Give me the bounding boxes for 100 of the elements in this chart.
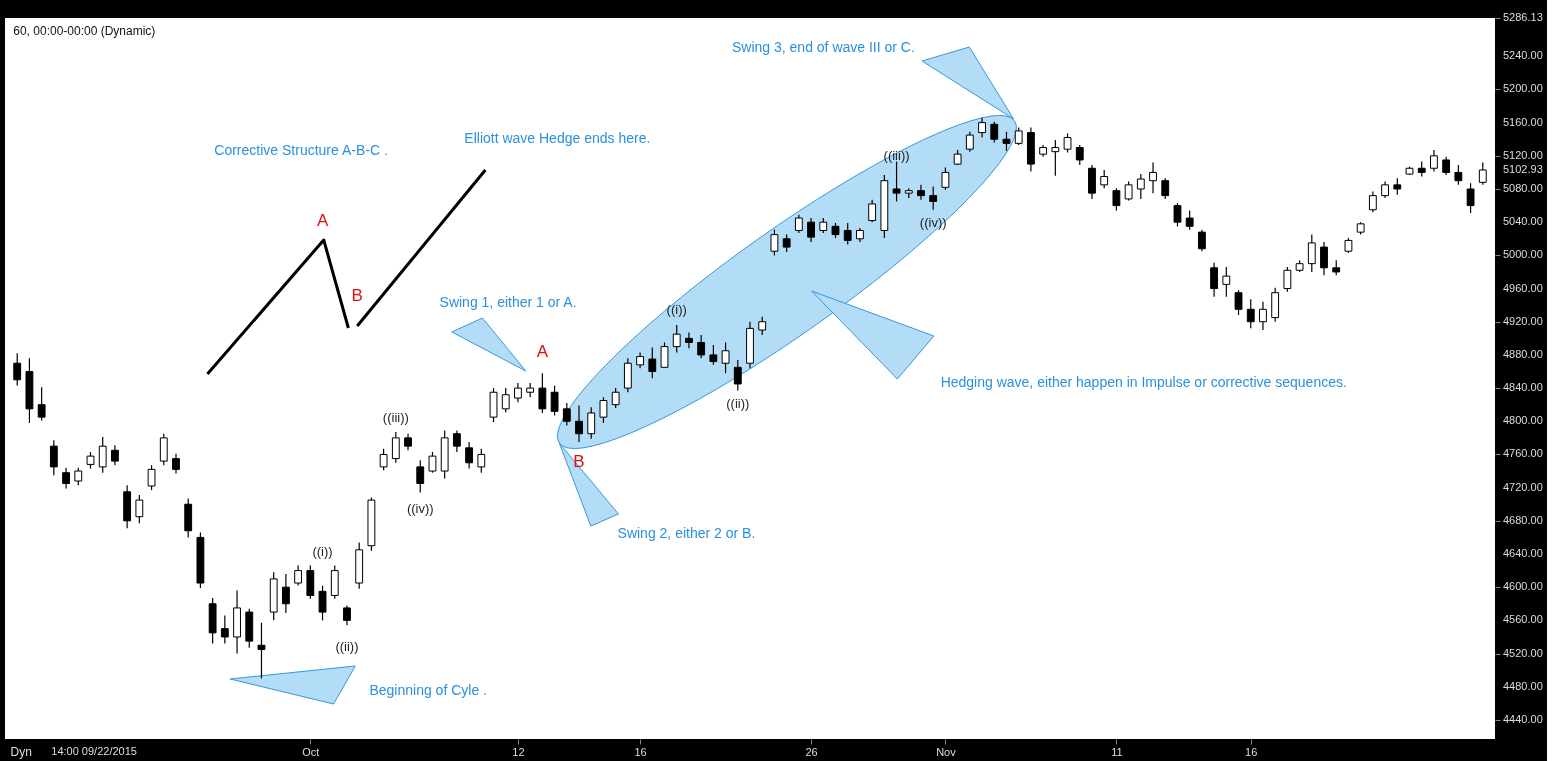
text: Dyn (10, 745, 32, 759)
y-tick-label: 4680.00 (1503, 513, 1543, 526)
candlestick (62, 467, 70, 490)
candlestick (147, 464, 156, 491)
candlestick (391, 431, 400, 464)
candlestick (1063, 132, 1072, 154)
y-tick-label: 4840.00 (1503, 381, 1543, 394)
y-tick-label: 5160.00 (1503, 115, 1543, 128)
candlestick (257, 622, 266, 680)
candlestick (892, 161, 901, 203)
y-tick-label: 4800.00 (1503, 414, 1543, 427)
candlestick (1466, 182, 1475, 214)
candlestick (599, 396, 608, 424)
annotation: B (351, 286, 363, 305)
candlestick (1075, 144, 1084, 166)
annotation: ((iii)) (883, 148, 910, 163)
candlestick (49, 439, 58, 476)
candlestick (172, 453, 180, 475)
candlestick (794, 214, 803, 234)
candlestick (965, 131, 974, 153)
x-tick-label: 11 (1111, 745, 1123, 758)
candlestick (452, 429, 461, 453)
candlestick (1478, 161, 1487, 186)
candlestick (587, 406, 596, 440)
candlestick (575, 404, 583, 443)
annotation: Swing 1, either 1 or A. (439, 294, 577, 310)
y-tick-label: 5200.00 (1503, 82, 1543, 95)
y-tick-label: 4520.00 (1503, 646, 1543, 659)
annotation: Hedging wave, either happen in Impulse or corrective sequences. (940, 374, 1347, 390)
candlestick (721, 341, 730, 374)
candlestick (733, 359, 742, 392)
annotation: Elliott wave Hedge ends here. (464, 130, 651, 146)
y-tick-label: 5040.00 (1503, 215, 1543, 228)
candlestick (1246, 298, 1255, 329)
candlestick (465, 441, 474, 470)
candlestick (697, 334, 706, 359)
candlestick (770, 229, 779, 256)
x-tick-label: 12 (512, 745, 525, 758)
text: 14:00 09/22/2015 (51, 745, 137, 757)
y-tick-label: 4920.00 (1503, 314, 1543, 327)
candlestick (1100, 169, 1109, 189)
candlestick (37, 386, 46, 422)
y-tick-label: 5080.00 (1503, 182, 1543, 194)
annotation: ((iv)) (406, 501, 434, 516)
candlestick (1442, 156, 1451, 176)
x-tick-label: 16 (1245, 745, 1258, 758)
y-tick-label: 5102.93 (1503, 162, 1543, 175)
y-tick-label: 5120.00 (1503, 148, 1543, 161)
x-tick-label: Oct (302, 745, 320, 758)
annotation: ((iv)) (919, 215, 947, 230)
candlestick (294, 565, 303, 587)
candlestick (514, 382, 522, 403)
annotation: ((i)) (312, 544, 333, 559)
candlestick (685, 331, 693, 349)
annotation: A (536, 342, 549, 361)
candlestick (379, 448, 388, 471)
y-tick-label: 4960.00 (1503, 281, 1543, 294)
candlestick (1149, 161, 1157, 194)
y-tick-label: 4640.00 (1503, 547, 1543, 560)
candlestick (843, 222, 852, 246)
annotation: A (317, 211, 330, 230)
candlestick (1197, 229, 1206, 252)
candlestick (1283, 266, 1292, 293)
y-tick-label: 4440.00 (1503, 712, 1543, 725)
candlestick (1210, 262, 1219, 298)
candlestick (98, 436, 107, 474)
annotation: ((i)) (666, 302, 687, 317)
y-tick-label: 4880.00 (1503, 347, 1543, 360)
candlestick (13, 352, 22, 387)
y-tick-label: 4480.00 (1503, 679, 1543, 692)
candlestick (1234, 289, 1243, 316)
candlestick (550, 385, 559, 417)
y-tick-label: 4600.00 (1503, 580, 1543, 593)
candlestick (1259, 301, 1267, 331)
candlestick (1368, 190, 1377, 213)
annotation: Swing 3, end of wave III or C. (731, 39, 915, 55)
candlestick (1185, 209, 1194, 231)
candlestick (672, 324, 681, 354)
candlestick (220, 614, 229, 645)
candlestick (1051, 139, 1060, 177)
candlestick (1002, 131, 1011, 152)
candlestick (416, 459, 425, 494)
candlestick (538, 372, 547, 414)
candlestick (758, 316, 767, 336)
text: 60, 00:00-00:00 (Dynamic) (13, 24, 156, 38)
candlestick (660, 341, 669, 368)
candlestick (111, 444, 119, 466)
y-tick-label: 4560.00 (1503, 613, 1543, 626)
annotation: ((ii)) (335, 639, 359, 654)
annotation: B (573, 452, 585, 471)
candlestick (1307, 234, 1316, 273)
candlestick (1173, 202, 1182, 227)
candlestick (318, 584, 327, 621)
candlestick (978, 117, 986, 139)
candlestick (917, 184, 925, 201)
candlestick (562, 402, 571, 427)
y-tick-label: 5286.13 (1503, 11, 1543, 23)
candlestick (709, 344, 718, 366)
y-tick-label: 4720.00 (1503, 480, 1543, 493)
annotation: Beginning of Cyle . (369, 682, 487, 698)
